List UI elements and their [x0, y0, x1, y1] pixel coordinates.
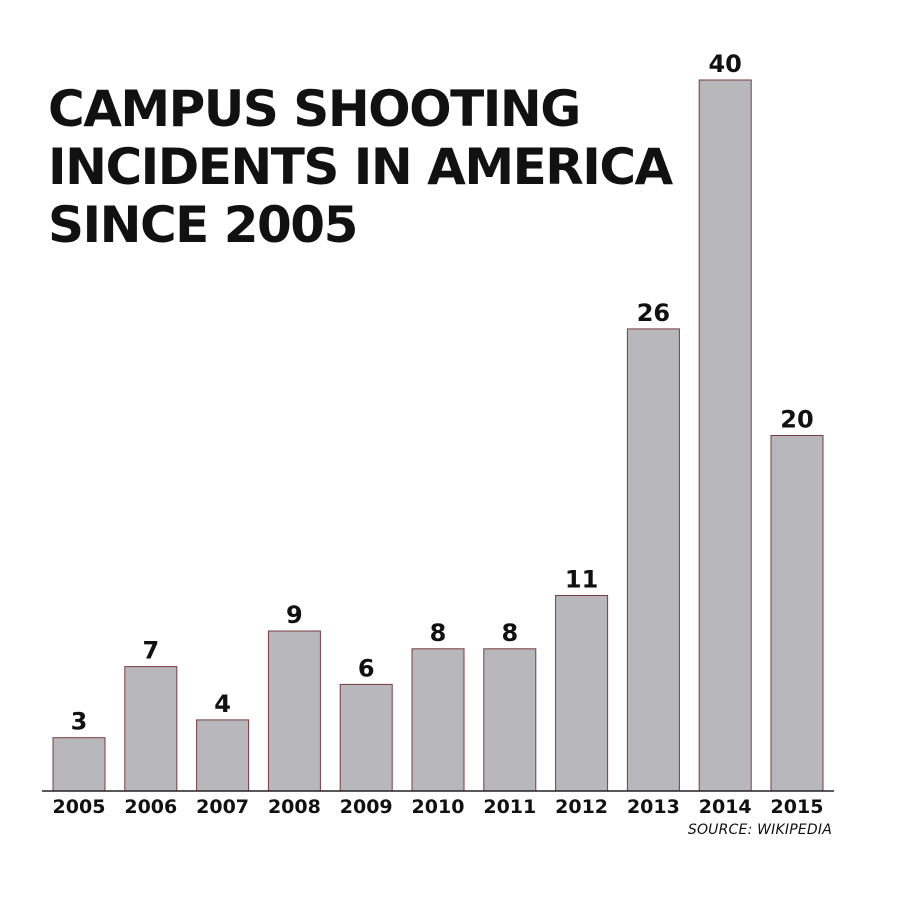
bar-2010 [411, 648, 465, 792]
chart-title-line-2: INCIDENTS IN AMERICA [48, 138, 673, 196]
bar-2006 [124, 666, 178, 792]
value-label-2005: 3 [71, 708, 88, 736]
x-tick-label-2012: 2012 [555, 796, 608, 818]
value-label-2010: 8 [430, 619, 447, 647]
x-tick-label-2005: 2005 [53, 796, 106, 818]
x-tick-label-2007: 2007 [196, 796, 249, 818]
value-label-2009: 6 [358, 654, 375, 682]
value-labels-group: 3 7 4 9 6 8 8 11 26 40 20 [71, 50, 814, 736]
bar-2014 [698, 79, 752, 792]
source-note: SOURCE: WIKIPEDIA [687, 822, 832, 838]
bar-2011 [483, 648, 537, 792]
chart-title-line-3: SINCE 2005 [48, 196, 358, 254]
value-label-2013: 26 [637, 299, 670, 327]
bar-2013 [626, 328, 680, 792]
bar-2015 [770, 435, 824, 792]
bar-2008 [267, 630, 321, 792]
x-tick-label-2013: 2013 [627, 796, 680, 818]
bar-2009 [339, 683, 393, 792]
value-label-2015: 20 [780, 406, 813, 434]
x-tick-label-2011: 2011 [483, 796, 536, 818]
x-tick-label-2008: 2008 [268, 796, 321, 818]
bar-2012 [555, 595, 609, 792]
bar-2005 [52, 737, 106, 792]
chart-title-line-1: CAMPUS SHOOTING [48, 80, 581, 138]
bars-group [52, 79, 824, 792]
x-tick-label-2014: 2014 [699, 796, 752, 818]
x-tick-label-2006: 2006 [124, 796, 177, 818]
value-label-2008: 9 [286, 601, 303, 629]
x-tick-label-2009: 2009 [340, 796, 393, 818]
x-tick-label-2015: 2015 [771, 796, 824, 818]
chart-title: CAMPUS SHOOTING INCIDENTS IN AMERICA SIN… [48, 80, 708, 254]
value-label-2012: 11 [565, 566, 598, 594]
value-label-2007: 4 [214, 690, 231, 718]
value-label-2006: 7 [142, 637, 159, 665]
x-tick-labels-group: 2005 2006 2007 2008 2009 2010 2011 2012 2013 2014… [53, 796, 824, 818]
value-label-2011: 8 [501, 619, 518, 647]
bar-2007 [196, 719, 250, 792]
x-tick-label-2010: 2010 [412, 796, 465, 818]
value-label-2014: 40 [708, 50, 741, 78]
